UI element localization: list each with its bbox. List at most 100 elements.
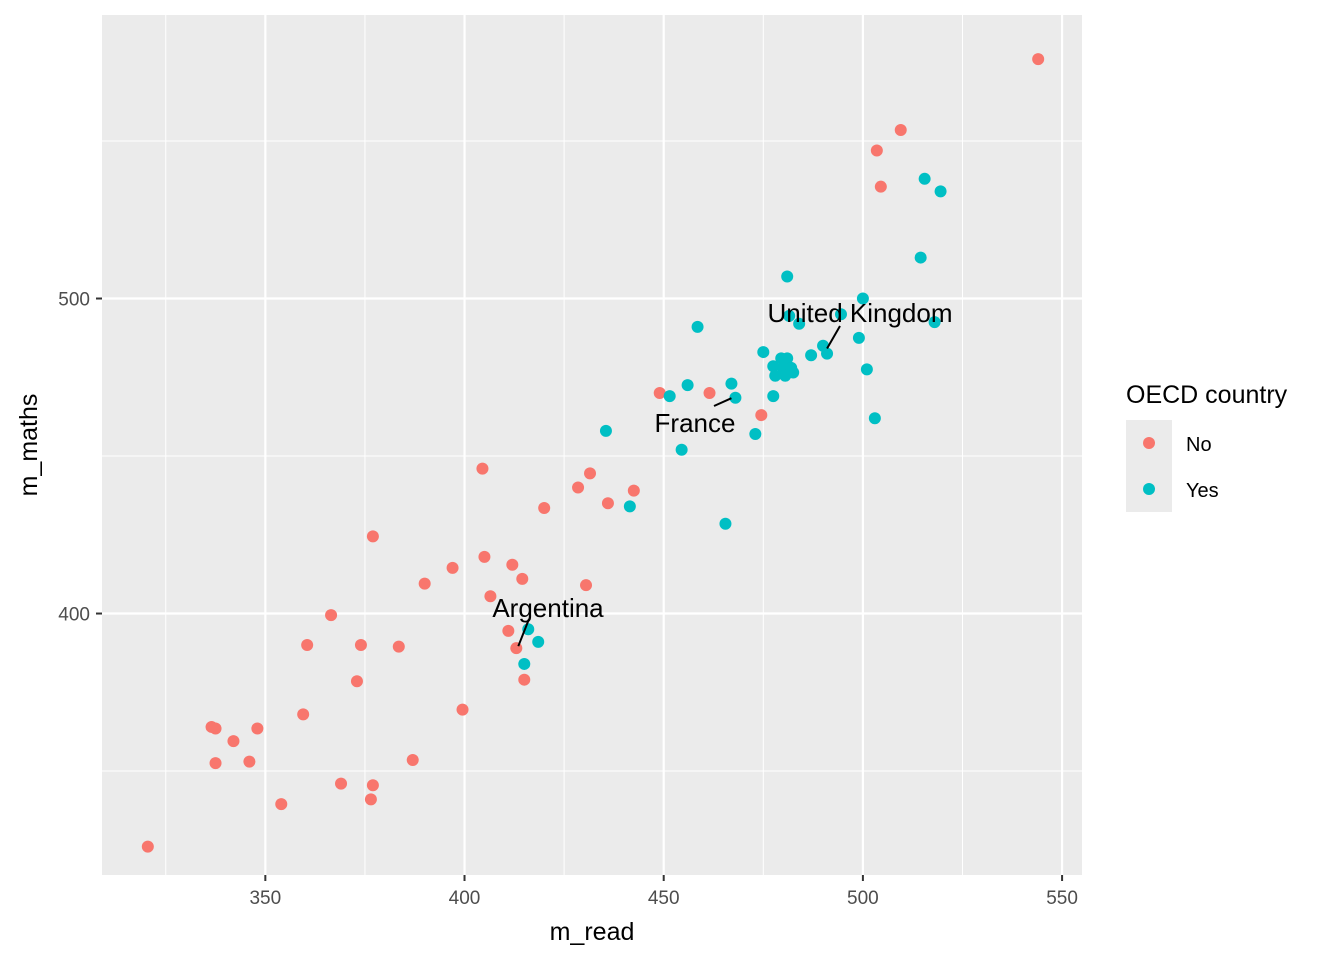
data-point-yes xyxy=(934,185,947,198)
annotation-leader-line xyxy=(517,618,530,647)
data-point-yes xyxy=(852,331,865,344)
data-point-no xyxy=(364,793,377,806)
data-point-yes xyxy=(749,427,762,440)
data-point-yes xyxy=(757,346,770,359)
data-point-no xyxy=(301,639,314,652)
data-point-yes xyxy=(787,366,800,379)
data-point-no xyxy=(325,609,338,622)
data-point-no xyxy=(1032,53,1045,66)
data-point-no xyxy=(350,675,363,688)
data-point-no xyxy=(580,579,593,592)
data-point-yes xyxy=(767,360,780,373)
data-point-yes xyxy=(725,377,738,390)
data-point-no xyxy=(755,409,768,422)
data-point-yes xyxy=(691,320,704,333)
data-point-no xyxy=(703,387,716,400)
data-point-no xyxy=(894,123,907,136)
x-tick-label: 350 xyxy=(249,888,281,909)
y-axis-title: m_maths xyxy=(15,394,43,497)
data-point-yes xyxy=(719,517,732,530)
data-point-no xyxy=(446,561,459,574)
legend-label-no: No xyxy=(1186,434,1212,456)
x-tick-label: 400 xyxy=(449,888,481,909)
data-point-no xyxy=(572,481,585,494)
data-point-yes xyxy=(928,316,941,329)
data-point-no xyxy=(243,755,256,768)
data-point-no xyxy=(418,577,431,590)
legend-label-yes: Yes xyxy=(1186,480,1219,502)
data-point-yes xyxy=(781,352,794,365)
legend-title: OECD country xyxy=(1126,381,1288,409)
data-point-no xyxy=(227,735,240,748)
annotations-layer: United Kingdom France Argentina xyxy=(492,298,953,647)
x-axis-title: m_read xyxy=(550,918,635,946)
data-point-yes xyxy=(868,412,881,425)
data-point-no xyxy=(538,502,551,515)
data-point-no xyxy=(209,757,222,770)
data-point-no xyxy=(653,387,666,400)
annotation-leader-line xyxy=(713,397,732,407)
data-point-no xyxy=(392,640,405,653)
data-point-no xyxy=(518,673,531,686)
data-point-no xyxy=(335,777,348,790)
data-point-yes xyxy=(532,635,545,648)
data-point-no xyxy=(141,840,154,853)
data-point-yes xyxy=(781,270,794,283)
data-point-no xyxy=(366,530,379,543)
data-point-yes xyxy=(914,251,927,264)
data-point-no xyxy=(476,462,489,475)
data-point-yes xyxy=(769,369,782,382)
annotation-label: Argentina xyxy=(492,593,604,623)
data-point-yes xyxy=(663,390,676,403)
data-point-no xyxy=(870,144,883,157)
data-point-yes xyxy=(821,347,834,360)
legend-marker-no xyxy=(1143,437,1155,449)
x-tick-label: 500 xyxy=(847,888,879,909)
legend: OECD country No Yes xyxy=(1126,381,1288,512)
data-point-no xyxy=(406,754,419,767)
data-point-no xyxy=(366,779,379,792)
data-point-no xyxy=(627,484,640,497)
data-point-no xyxy=(456,703,469,716)
y-axis-ticks: 400 500 xyxy=(58,290,102,626)
data-point-no xyxy=(510,642,523,655)
data-point-no xyxy=(209,722,222,735)
data-point-yes xyxy=(834,308,847,321)
data-point-no xyxy=(502,624,515,637)
data-point-yes xyxy=(681,379,694,392)
y-tick-label: 400 xyxy=(58,605,90,626)
data-point-yes xyxy=(793,317,806,330)
data-point-yes xyxy=(729,391,742,404)
points-layer xyxy=(141,53,1045,853)
annotation-leader-line xyxy=(826,325,841,349)
data-point-yes xyxy=(623,500,636,513)
data-point-yes xyxy=(599,424,612,437)
x-tick-label: 450 xyxy=(648,888,680,909)
data-point-no xyxy=(478,550,491,563)
data-point-yes xyxy=(860,363,873,376)
x-axis-ticks: 350 400 450 500 550 xyxy=(249,875,1078,909)
data-point-yes xyxy=(767,390,780,403)
x-tick-label: 550 xyxy=(1046,888,1078,909)
data-point-no xyxy=(251,722,264,735)
data-point-no xyxy=(484,590,497,603)
y-tick-label: 500 xyxy=(58,290,90,311)
data-point-no xyxy=(516,572,529,585)
grid-major xyxy=(102,15,1082,875)
data-point-yes xyxy=(918,172,931,185)
data-point-yes xyxy=(856,292,869,305)
plot-panel xyxy=(102,15,1082,875)
data-point-no xyxy=(275,798,288,811)
data-point-no xyxy=(297,708,310,721)
data-point-yes xyxy=(675,443,688,456)
data-point-yes xyxy=(518,657,531,670)
data-point-no xyxy=(354,639,367,652)
data-point-yes xyxy=(783,309,796,322)
data-point-no xyxy=(601,497,614,510)
annotation-label: France xyxy=(655,408,736,438)
data-point-no xyxy=(506,558,519,571)
data-point-no xyxy=(874,180,887,193)
data-point-no xyxy=(584,467,597,480)
